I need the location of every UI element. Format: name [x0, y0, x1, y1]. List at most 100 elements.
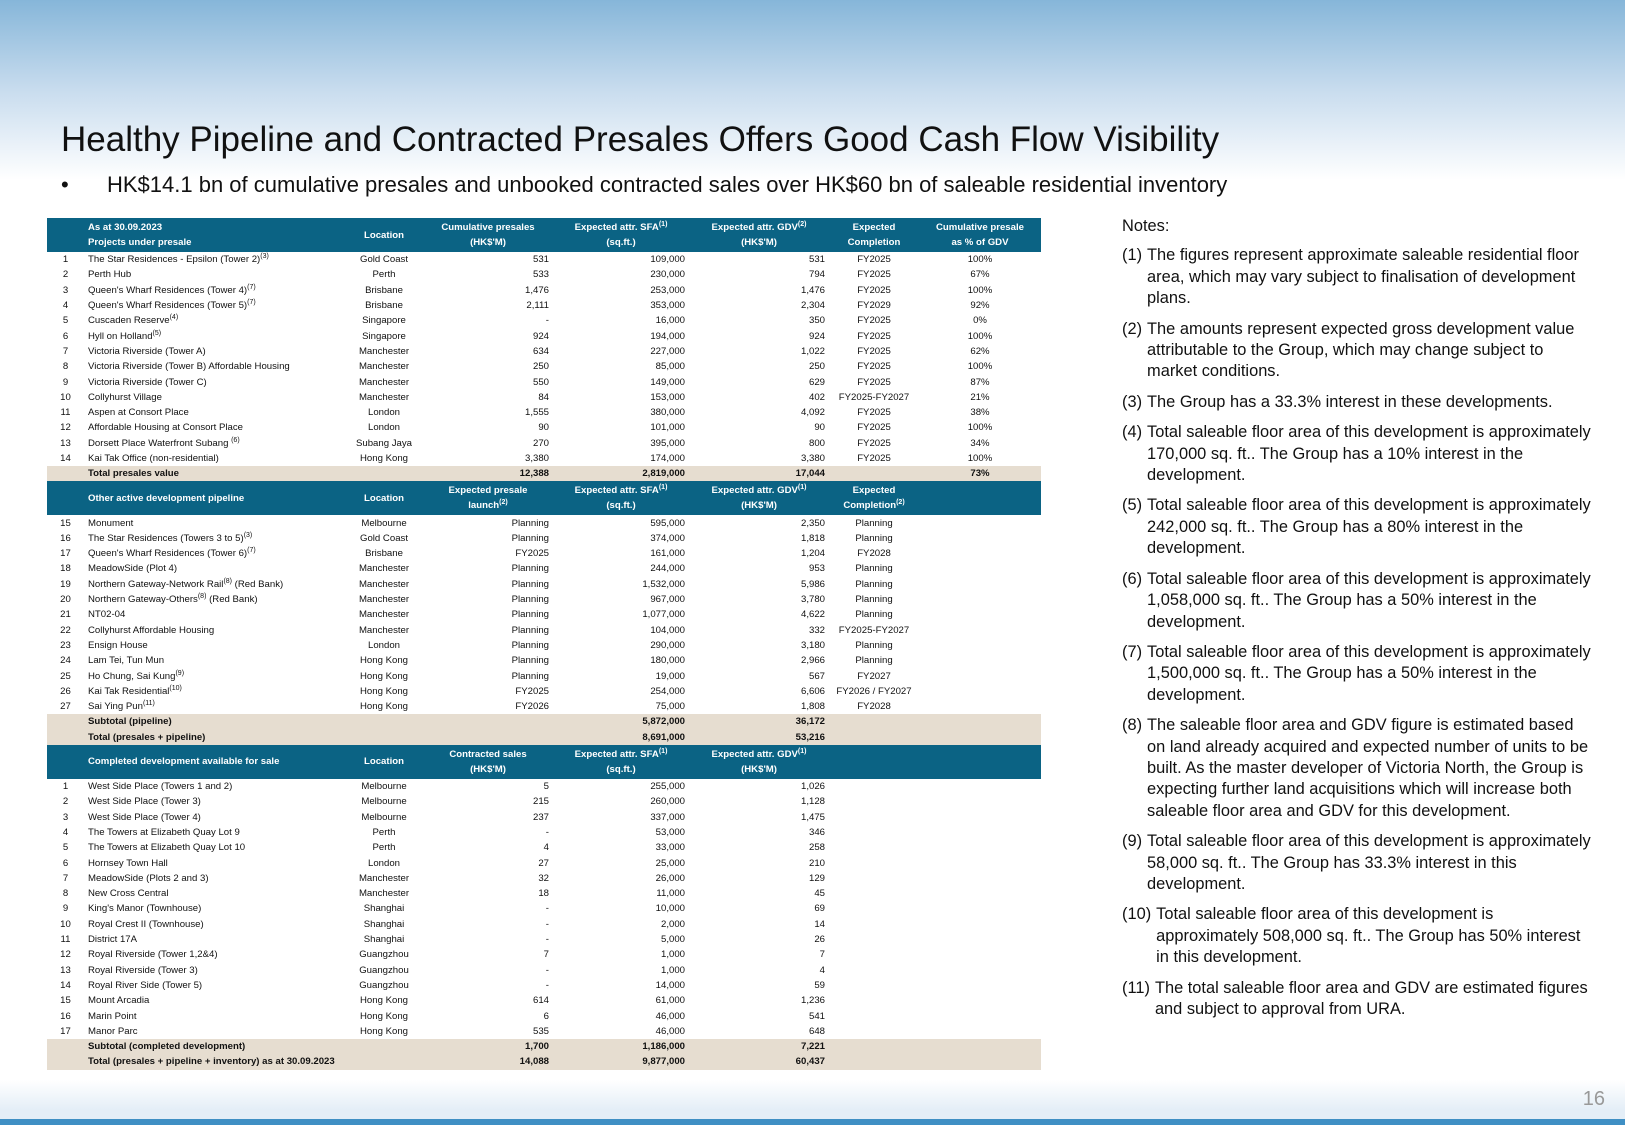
cell: Manchester — [345, 592, 423, 607]
cell: The Towers at Elizabeth Quay Lot 10 — [84, 840, 345, 855]
text: 2,350 — [800, 517, 825, 529]
footnote-ref: (2) — [896, 499, 905, 507]
text: Royal Riverside (Tower 3) — [88, 964, 198, 976]
cell: Expected presale launch(2) — [423, 481, 553, 516]
text: 27 — [60, 701, 71, 713]
cell — [47, 714, 84, 730]
footnote-ref: (1) — [658, 747, 668, 755]
cell: London — [345, 405, 423, 420]
cell: 25 — [47, 668, 84, 683]
data-row: 19 Northern Gateway-Network Rail(8) (Red … — [47, 577, 1041, 592]
data-row: 8 New Cross Central Manchester 18 11,000 45 — [47, 886, 1041, 901]
data-row: 17 Queen's Wharf Residences (Tower 6)(7) B… — [47, 546, 1041, 561]
text: (HK$'M) — [741, 500, 777, 512]
cell: 1,555 — [423, 405, 553, 420]
cell — [919, 577, 1041, 592]
footnote-ref: (5) — [152, 329, 162, 337]
cell: Manchester — [345, 344, 423, 359]
text: Subtotal (pipeline) — [88, 716, 172, 728]
text: 100% — [967, 330, 993, 342]
text: 18 — [60, 563, 71, 575]
total-row: Total presales value 12,388 2,819,000 17,04… — [47, 466, 1041, 482]
cell: 794 — [689, 267, 829, 282]
text: 8 — [62, 888, 69, 900]
text: Expected attr. GDV — [711, 748, 798, 760]
text: The Towers at Elizabeth Quay Lot 9 — [88, 826, 240, 838]
data-row: 4 Queen's Wharf Residences (Tower 5)(7) Br… — [47, 298, 1041, 313]
text: Perth — [372, 269, 396, 281]
text: Royal River Side (Tower 5) — [88, 979, 203, 991]
text: 2,111 — [526, 300, 549, 312]
cell: 46,000 — [553, 1024, 689, 1039]
text: Planning — [855, 639, 893, 651]
cell — [345, 714, 423, 730]
cell — [47, 466, 84, 482]
cell: 100% — [919, 252, 1041, 267]
text: 85,000 — [655, 361, 685, 373]
data-row: 10 Collyhurst Village Manchester 84 153,000 4… — [47, 390, 1041, 405]
text: Manchester — [358, 376, 410, 388]
text: Manchester — [358, 888, 410, 900]
text: 260,000 — [650, 796, 685, 808]
cell: As at 30.09.2023 Projects under presale — [84, 218, 345, 252]
cell: 3 — [47, 810, 84, 825]
text: 535 — [532, 1025, 549, 1037]
cell — [345, 729, 423, 745]
cell: Planning — [423, 623, 553, 638]
text: 6,606 — [800, 685, 825, 697]
cell: FY2028 — [829, 546, 919, 561]
cell: 6,606 — [689, 684, 829, 699]
cell: 395,000 — [553, 436, 689, 451]
data-row: 1 The Star Residences - Epsilon (Tower 2)… — [47, 252, 1041, 267]
text: The Star Residences (Towers 3 to 5) — [88, 532, 244, 544]
cell: 350 — [689, 313, 829, 328]
text: FY2026 — [515, 701, 549, 713]
text: 15 — [60, 517, 71, 529]
cell — [423, 714, 553, 730]
cell — [919, 684, 1041, 699]
text: FY2025 — [857, 376, 891, 388]
text: 34% — [970, 437, 990, 449]
text: 9,877,000 — [642, 1056, 685, 1068]
cell: 101,000 — [553, 420, 689, 435]
cell: 5 — [47, 313, 84, 328]
cell: 5 — [423, 779, 553, 794]
text: 2,819,000 — [642, 468, 685, 480]
cell: Planning — [423, 607, 553, 622]
cell: Expected Completion — [829, 218, 919, 252]
text: FY2025 — [857, 422, 891, 434]
cell — [919, 886, 1041, 901]
cell: - — [423, 901, 553, 916]
text: 62% — [970, 345, 990, 357]
text: FY2025 — [857, 269, 891, 281]
text: FY2025 — [857, 361, 891, 373]
text: 595,000 — [650, 517, 685, 529]
text: MeadowSide (Plots 2 and 3) — [88, 872, 209, 884]
cell: 250 — [689, 359, 829, 374]
text: Singapore — [362, 315, 406, 327]
text: 1,555 — [524, 407, 549, 419]
data-row: 1 West Side Place (Towers 1 and 2) Melbour… — [47, 779, 1041, 794]
text: 129 — [808, 872, 825, 884]
text: West Side Place (Tower 4) — [88, 811, 201, 823]
text: 13 — [60, 437, 71, 449]
text: 90 — [814, 422, 825, 434]
text: 648 — [808, 1025, 825, 1037]
text: 10,000 — [655, 903, 685, 915]
cell: Cumulative presales (HK$'M) — [423, 218, 553, 252]
cell — [919, 531, 1041, 546]
text: Brisbane — [365, 300, 403, 312]
cell: West Side Place (Towers 1 and 2) — [84, 779, 345, 794]
cell: Completed development available for sale — [84, 744, 345, 779]
cell: 4 — [47, 825, 84, 840]
text: The Star Residences - Epsilon (Tower 2) — [88, 254, 261, 266]
cell — [345, 1038, 423, 1055]
cell: 60,437 — [689, 1054, 829, 1070]
text: 7 — [543, 949, 549, 961]
cell: 353,000 — [553, 298, 689, 313]
bottom-bar — [0, 1119, 1625, 1125]
text: 21% — [970, 391, 990, 403]
cell: NT02-04 — [84, 607, 345, 622]
cell: 800 — [689, 436, 829, 451]
cell: FY2026 / FY2027 — [829, 684, 919, 699]
